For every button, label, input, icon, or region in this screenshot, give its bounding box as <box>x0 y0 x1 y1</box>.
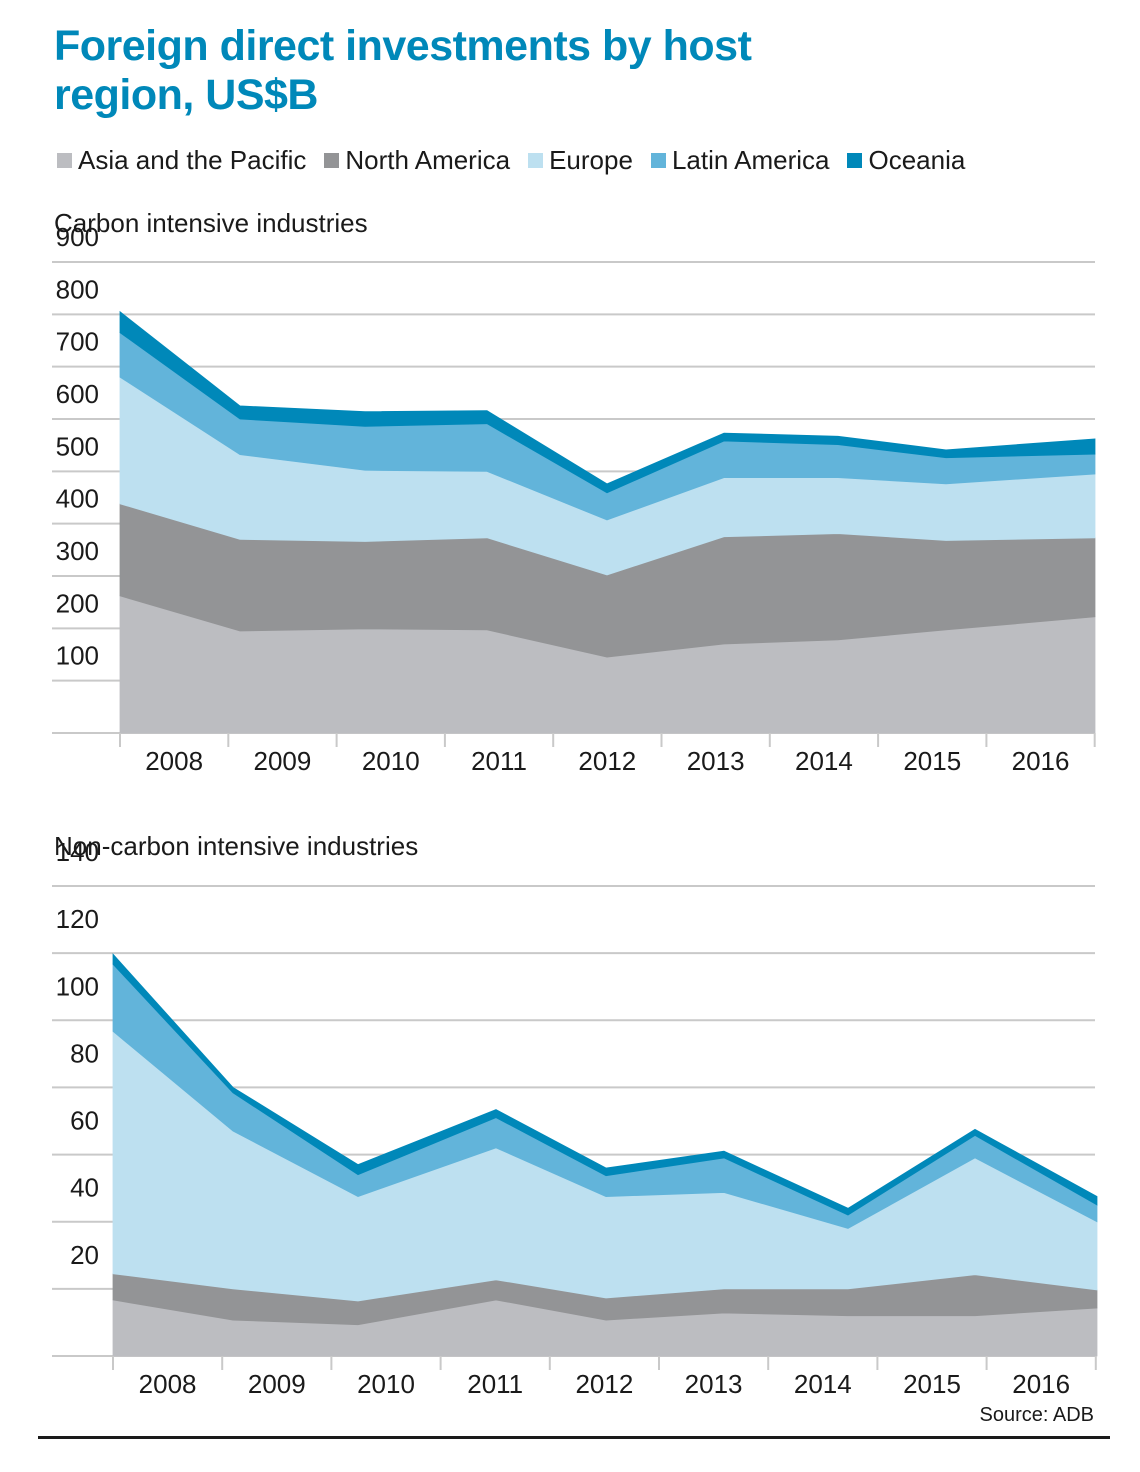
legend-swatch-north-america <box>324 153 340 168</box>
x-tick-label: 2014 <box>795 746 853 776</box>
legend-swatch-oceania <box>847 153 863 168</box>
area-oceania <box>112 953 1098 1216</box>
y-tick-label: 700 <box>56 327 99 357</box>
x-tick-label: 2016 <box>1012 1369 1070 1399</box>
y-tick-label: 80 <box>70 1038 99 1068</box>
legend-item-oceania: Oceania <box>847 145 965 176</box>
legend-swatch-europe <box>528 153 544 168</box>
x-tick-label: 2010 <box>362 746 420 776</box>
x-tick-label: 2014 <box>794 1369 852 1399</box>
x-tick-label: 2015 <box>903 746 961 776</box>
x-tick-label: 2016 <box>1012 746 1070 776</box>
legend-swatch-asia-pacific <box>57 153 72 168</box>
x-tick-label: 2011 <box>467 1369 523 1399</box>
x-tick-label: 2015 <box>903 1369 961 1399</box>
x-tick-label: 2010 <box>357 1369 415 1399</box>
legend-item-asia-pacific: Asia and the Pacific <box>57 145 306 176</box>
y-tick-label: 100 <box>56 971 99 1001</box>
x-tick-label: 2012 <box>575 1369 633 1399</box>
source-note: Source: ADB <box>979 1404 1094 1426</box>
y-tick-label: 120 <box>56 904 99 934</box>
x-tick-label: 2008 <box>139 1369 197 1399</box>
y-tick-label: 40 <box>70 1173 99 1203</box>
legend-swatch-latin-america <box>650 153 666 168</box>
x-tick-label: 2013 <box>687 746 745 776</box>
y-tick-label: 200 <box>56 588 99 618</box>
chart2-non-carbon-intensive: 20 40 60 80 100 120 140 2008 2009 2010 2011 2012 201… <box>52 837 1098 1399</box>
legend-label-oceania: Oceania <box>868 145 966 175</box>
y-tick-label: 300 <box>56 536 99 566</box>
x-tick-label: 2012 <box>578 746 636 776</box>
y-tick-label: 140 <box>56 837 99 867</box>
legend-label-europe: Europe <box>549 145 633 175</box>
x-tick-label: 2009 <box>254 746 312 776</box>
legend: Asia and the Pacific North America Europ… <box>57 145 983 176</box>
chart-title: Foreign direct investments by host regio… <box>54 22 752 119</box>
x-tick-label: 2008 <box>145 746 203 776</box>
y-tick-label: 400 <box>56 484 99 514</box>
y-tick-label: 800 <box>56 274 99 304</box>
y-tick-label: 20 <box>70 1240 99 1270</box>
legend-item-north-america: North America <box>324 145 510 176</box>
chart1-carbon-intensive: 100 200 300 400 500 600 700 800 900 2008 2009 2010 2… <box>52 222 1096 776</box>
chart2-subtitle: Non-carbon intensive industries <box>54 831 419 861</box>
legend-item-europe: Europe <box>528 145 633 176</box>
bottom-rule <box>38 1436 1110 1439</box>
legend-label-asia-pacific: Asia and the Pacific <box>78 145 307 175</box>
chart1-subtitle: Carbon intensive industries <box>54 208 368 238</box>
x-tick-label: 2013 <box>685 1369 743 1399</box>
y-tick-label: 600 <box>56 379 99 409</box>
area-oceania <box>119 310 1096 494</box>
legend-label-latin-america: Latin America <box>671 145 830 175</box>
y-tick-label: 60 <box>70 1106 99 1136</box>
x-tick-label: 2011 <box>471 746 527 776</box>
legend-label-north-america: North America <box>345 145 511 175</box>
y-tick-label: 100 <box>56 641 99 671</box>
y-tick-label: 500 <box>56 431 99 461</box>
legend-item-latin-america: Latin America <box>650 145 830 176</box>
y-tick-label: 900 <box>56 222 99 252</box>
x-tick-label: 2009 <box>248 1369 306 1399</box>
